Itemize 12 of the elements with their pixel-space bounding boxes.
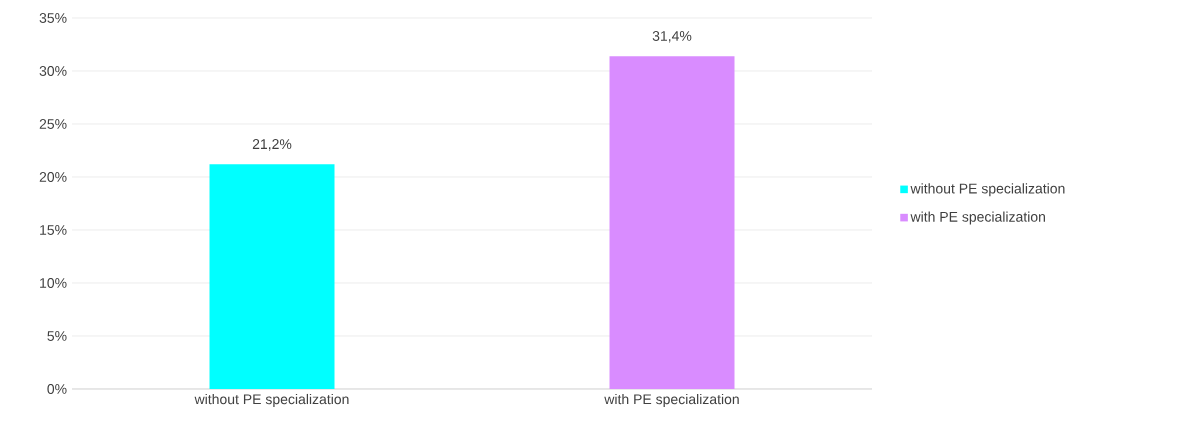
y-tick-label: 25% [39,119,67,129]
y-tick-label: 10% [40,278,67,288]
y-tick-label: 35% [39,13,67,23]
legend-label: without PE specialization [910,183,1065,197]
y-tick-label: 5% [47,331,67,341]
data-label: 31,4% [652,30,692,43]
data-label: 21,2% [252,139,292,151]
legend-label: with PE specialization [910,211,1045,225]
y-tick-label: 15% [40,225,67,235]
y-tick-label: 30% [39,66,67,76]
y-tick-label: 0% [47,384,67,394]
y-tick-label: 20% [39,172,67,182]
